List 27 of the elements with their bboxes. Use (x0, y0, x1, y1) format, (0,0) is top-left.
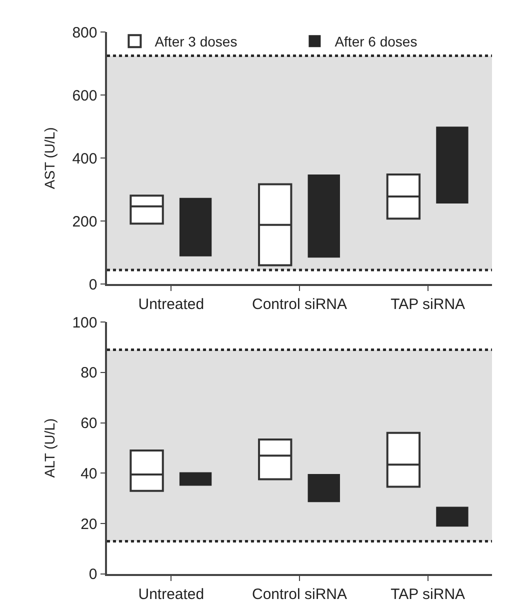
x-tick-label: TAP siRNA (390, 586, 466, 603)
y-tick-label: 400 (72, 150, 98, 168)
bar (179, 472, 212, 486)
y-tick-label: 0 (88, 566, 98, 584)
y-tick-label: 100 (72, 314, 98, 332)
y-tick-label: 0 (88, 276, 98, 294)
y-tick-label: 60 (80, 415, 98, 432)
x-tick-label: Control siRNA (252, 586, 348, 603)
x-tick-label: Control siRNA (252, 296, 348, 313)
legend-label: After 6 doses (334, 34, 418, 50)
y-tick-label: 40 (80, 465, 98, 482)
y-tick-label: 800 (72, 24, 98, 42)
legend-label: After 3 doses (154, 34, 238, 50)
bar (308, 174, 340, 258)
bar (436, 506, 468, 527)
bar (179, 198, 212, 256)
y-tick-label: 600 (72, 87, 98, 104)
bar (436, 126, 468, 204)
y-tick-label: 80 (80, 364, 98, 382)
y-tick-label: 200 (72, 213, 98, 230)
y-axis-title: AST (U/L) (41, 127, 58, 190)
x-tick-label: Untreated (138, 296, 204, 313)
x-tick-label: TAP siRNA (390, 296, 466, 313)
bar (308, 474, 340, 502)
x-tick-label: Untreated (138, 586, 204, 603)
y-tick-label: 20 (80, 516, 98, 533)
y-axis-title: ALT (U/L) (41, 418, 58, 478)
